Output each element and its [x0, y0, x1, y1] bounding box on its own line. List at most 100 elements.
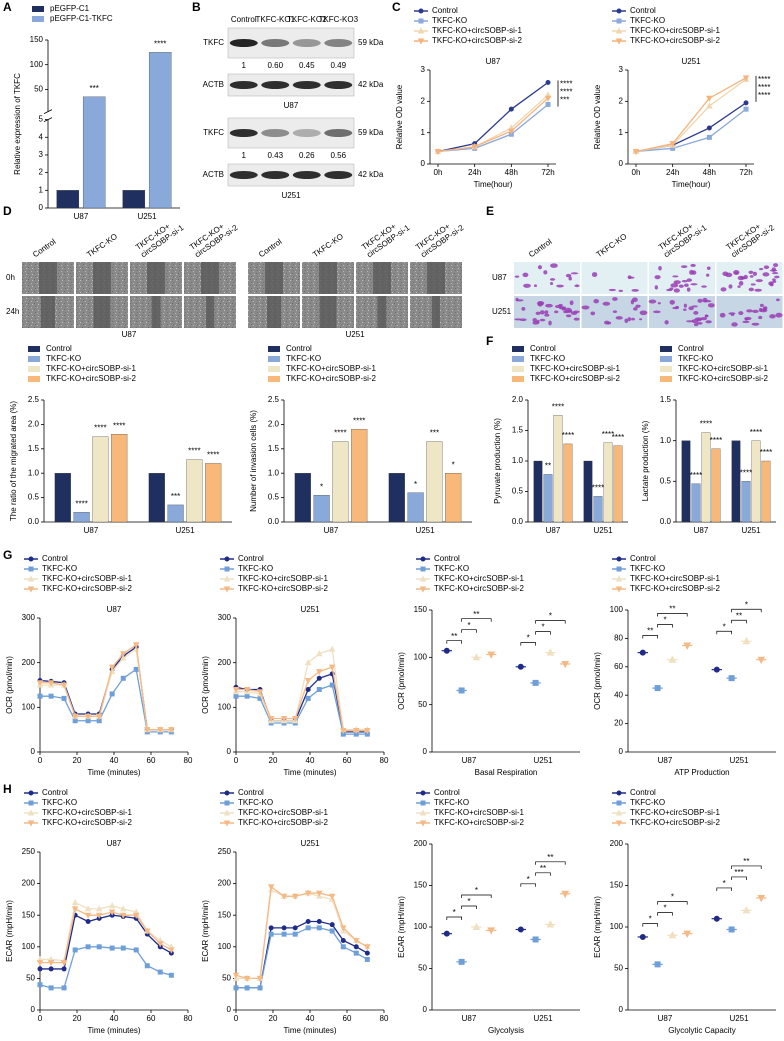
mean-marker [546, 920, 555, 928]
blot-band [229, 39, 258, 47]
stained-cell [769, 269, 778, 272]
point [48, 693, 54, 699]
stained-cell [738, 311, 744, 316]
significance-label: * [663, 904, 666, 913]
panel-letter: A [3, 0, 12, 14]
stained-cell [535, 311, 541, 316]
wound-cell-line: U87 [122, 330, 137, 339]
legend-label: Control [530, 344, 556, 353]
significance-label: **** [562, 431, 574, 440]
bar [111, 434, 128, 523]
legend-marker [27, 820, 35, 827]
significance-bracket [716, 630, 732, 635]
bar [56, 190, 80, 209]
legend-label: TKFC-KO [630, 564, 665, 573]
stained-cell [773, 263, 779, 268]
y-tick-label: 0 [619, 159, 624, 168]
y-tick-label: 300 [218, 613, 232, 622]
blot-band [324, 39, 353, 47]
significance-label: * [453, 908, 456, 917]
y-tick-label: 0.0 [268, 517, 280, 526]
stained-cell [568, 276, 572, 281]
bar [691, 483, 701, 523]
transwell-column-label: TKFC-KO+circSOBP-si-1 [657, 215, 709, 259]
significance-label: **** [560, 80, 572, 89]
legend-label: Control [42, 554, 68, 563]
bar [82, 96, 106, 209]
legend-swatch [32, 6, 44, 12]
legend-label: TKFC-KO [630, 16, 665, 25]
panel-letter: F [486, 334, 493, 348]
significance-bracket [520, 883, 536, 887]
mean-marker [443, 647, 450, 654]
blot-size-label: 42 kDa [358, 170, 384, 179]
legend-swatch [268, 346, 280, 352]
stained-cell [591, 272, 598, 278]
wound-gap [201, 262, 219, 294]
significance-bracket [446, 916, 462, 920]
mean-marker [654, 961, 661, 968]
legend-label: TKFC-KO+circSOBP-si-2 [432, 36, 523, 45]
point [316, 925, 322, 931]
legend-label: Control [46, 344, 72, 353]
y-axis-label: The ratio of the migrated area (%) [9, 401, 18, 521]
stained-cell [593, 298, 600, 304]
legend-label: TKFC-KO+circSOBP-si-1 [434, 574, 525, 583]
panel-letter: D [3, 204, 12, 218]
legend-marker [615, 820, 623, 827]
significance-label: *** [734, 868, 743, 877]
point [304, 658, 312, 666]
stained-cell [630, 299, 634, 305]
bar [148, 52, 172, 209]
legend-marker [224, 566, 230, 572]
significance-label: * [414, 480, 417, 489]
y-tick-label: 2 [619, 96, 624, 105]
point [292, 925, 298, 931]
stained-cell [690, 263, 696, 268]
stained-cell [762, 307, 767, 312]
point [281, 931, 287, 937]
legend-label: Control [286, 344, 312, 353]
series-line [437, 97, 549, 153]
legend-marker [27, 586, 35, 593]
y-tick-label: 2 [39, 168, 44, 177]
y-tick-label: 0.5 [28, 493, 40, 502]
legend-swatch [268, 376, 280, 382]
wound-column-label: TKFC-KO [85, 232, 119, 260]
panel-letter: C [392, 0, 401, 14]
blot-row-label: TKFC [203, 38, 224, 47]
legend-swatch [28, 376, 40, 382]
x-axis-label: Basal Respiration [475, 768, 538, 777]
x-tick-label: U251 [729, 756, 749, 765]
point [133, 947, 139, 953]
stained-cell [691, 319, 699, 324]
stained-cell [737, 275, 745, 281]
stained-cell [678, 284, 684, 288]
wound-gap [41, 296, 55, 328]
series-line [40, 668, 172, 733]
wound-gap [427, 262, 445, 294]
legend-swatch [32, 16, 44, 22]
legend-marker [27, 809, 35, 816]
x-tick-label: 72h [739, 168, 752, 177]
point [268, 925, 274, 931]
point [364, 728, 371, 735]
stained-cell [772, 280, 777, 283]
blot-column-label: Control [231, 15, 257, 24]
blot-strip [227, 163, 355, 187]
x-tick-label: U251 [137, 212, 157, 221]
stained-cell [701, 285, 707, 288]
x-axis-label: ATP Production [674, 768, 729, 777]
significance-label: **** [612, 433, 624, 442]
stained-cell [635, 304, 641, 308]
point [328, 893, 336, 900]
y-tick-label: 1.5 [268, 444, 280, 453]
y-tick-label: 100 [218, 942, 232, 951]
x-tick-label: U87 [462, 756, 477, 765]
stained-cell [707, 303, 715, 308]
point [706, 102, 713, 109]
blot-row-label: ACTB [203, 80, 224, 89]
point [85, 919, 91, 925]
transwell-row-label: U87 [492, 273, 507, 282]
point [95, 713, 103, 720]
